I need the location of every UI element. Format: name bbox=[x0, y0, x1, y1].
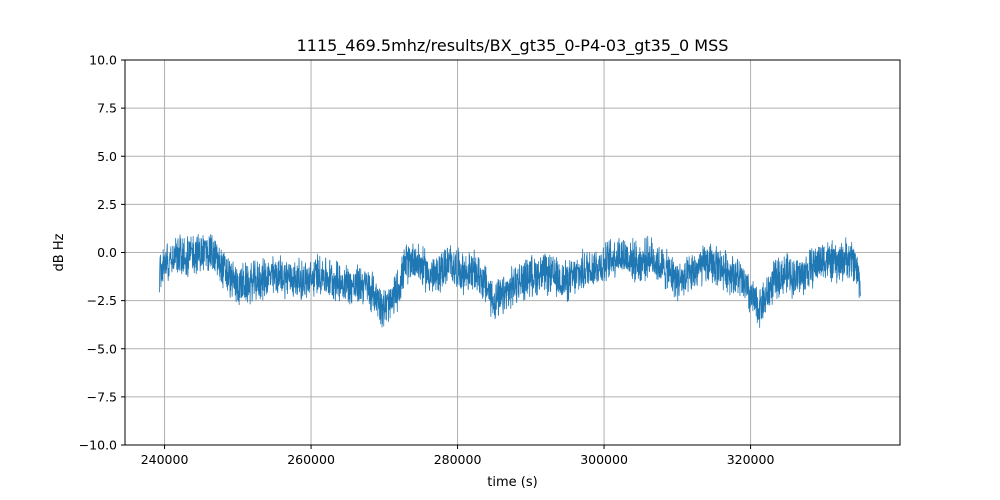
y-tick-label: 5.0 bbox=[97, 149, 117, 164]
axis-ticks: 240000 260000 280000 300000 320000 10.0 7.5 5.0… bbox=[79, 53, 775, 468]
y-tick-label: −2.5 bbox=[87, 293, 117, 308]
x-tick-label: 300000 bbox=[580, 452, 628, 467]
y-tick-label: −10.0 bbox=[79, 438, 117, 453]
x-tick-label: 260000 bbox=[287, 452, 335, 467]
x-tick-label: 320000 bbox=[727, 452, 775, 467]
x-axis-label: time (s) bbox=[487, 475, 537, 490]
plot-frame bbox=[124, 59, 901, 446]
y-tick-label: 0.0 bbox=[97, 245, 117, 260]
x-tick-label: 280000 bbox=[434, 452, 482, 467]
y-axis-label: dB Hz bbox=[52, 233, 67, 271]
y-tick-label: 7.5 bbox=[97, 101, 117, 116]
y-tick-label: 10.0 bbox=[89, 53, 117, 68]
series-line bbox=[159, 234, 861, 328]
x-tick-label: 240000 bbox=[141, 452, 189, 467]
y-tick-label: 2.5 bbox=[97, 197, 117, 212]
y-tick-label: −5.0 bbox=[87, 341, 117, 356]
y-tick-label: −7.5 bbox=[87, 389, 117, 404]
chart-title: 1115_469.5mhz/results/BX_gt35_0-P4-03_gt… bbox=[297, 36, 729, 56]
series-layer bbox=[159, 234, 861, 328]
grid-lines bbox=[125, 59, 900, 446]
